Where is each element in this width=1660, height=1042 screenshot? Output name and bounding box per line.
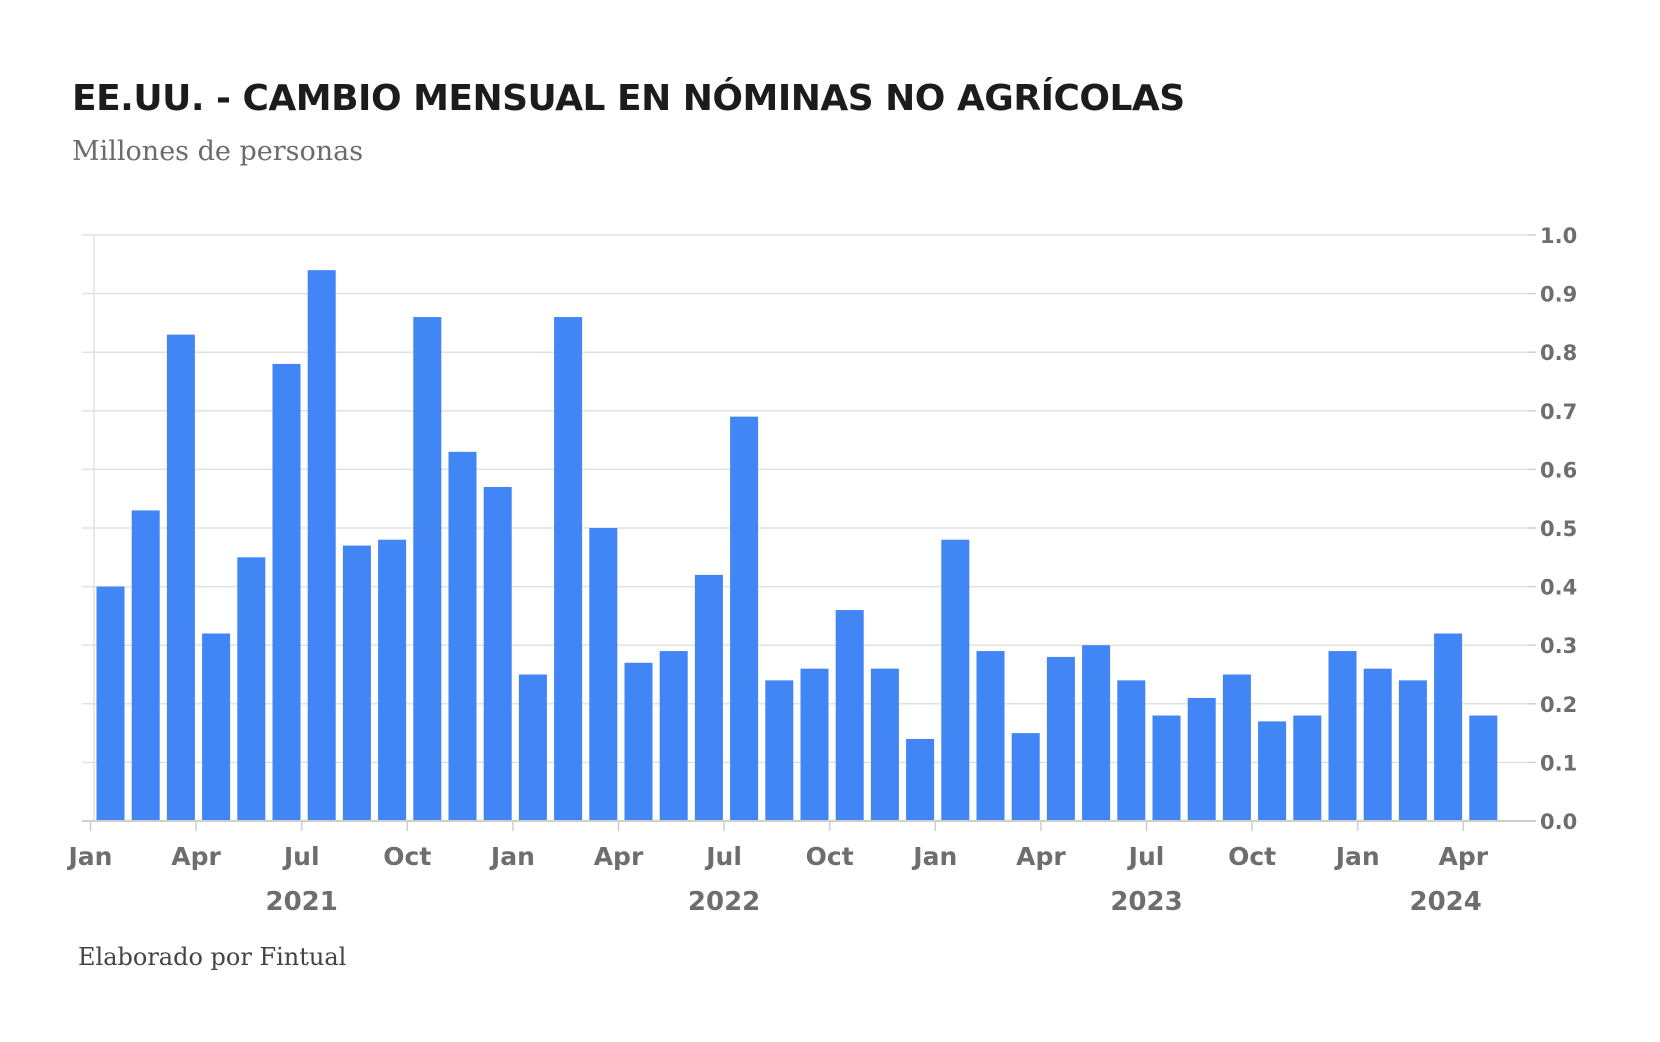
y-tick-label: 0.3: [1540, 634, 1577, 658]
x-tick-label: Apr: [594, 842, 644, 871]
bar-2021-11: [448, 451, 477, 821]
chart-title: EE.UU. - CAMBIO MENSUAL EN NÓMINAS NO AG…: [72, 78, 1185, 119]
bar-2023-05: [1082, 645, 1111, 821]
year-label: 2022: [688, 887, 760, 917]
bar-2021-02: [131, 510, 160, 821]
y-tick-label: 1.0: [1540, 224, 1577, 248]
x-tick-label: Jan: [911, 842, 957, 871]
x-tick-label: Jul: [282, 842, 320, 871]
y-tick-label: 0.9: [1540, 283, 1577, 307]
bar-2022-12: [906, 738, 935, 821]
bar-2021-12: [483, 486, 512, 821]
bar-2022-08: [765, 680, 794, 821]
bar-2021-07: [307, 270, 336, 821]
bar-2023-07: [1152, 715, 1181, 821]
x-tick-label: Jul: [704, 842, 742, 871]
bar-2022-04: [624, 662, 653, 821]
bar-2021-08: [342, 545, 371, 821]
bar-2021-03: [166, 334, 195, 821]
bar-2023-12: [1328, 651, 1357, 821]
bar-2022-01: [518, 674, 547, 821]
bar-2024-03: [1434, 633, 1463, 821]
bar-2023-08: [1187, 697, 1216, 821]
bar-2023-04: [1046, 656, 1075, 821]
bar-2023-06: [1117, 680, 1146, 821]
bar-2024-02: [1398, 680, 1427, 821]
bar-2023-11: [1293, 715, 1322, 821]
x-tick-label: Jan: [1334, 842, 1380, 871]
x-tick-label: Jan: [489, 842, 535, 871]
bar-2022-10: [835, 610, 864, 821]
y-tick-label: 0.8: [1540, 341, 1577, 365]
x-tick-label: Oct: [1228, 842, 1276, 871]
bar-2021-09: [378, 539, 407, 821]
bar-2022-05: [659, 651, 688, 821]
year-label: 2021: [266, 887, 338, 917]
bar-2022-11: [870, 668, 899, 821]
bar-2023-03: [1011, 733, 1040, 821]
x-tick-label: Apr: [1439, 842, 1489, 871]
year-labels: 2021 2022 2023 2024: [266, 887, 1482, 917]
bar-2023-01: [941, 539, 970, 821]
bar-2022-02: [554, 317, 583, 821]
y-axis-ticks: 0.0 0.1 0.2 0.3 0.4 0.5 0.6 0.7 0.8 0.9 1.0: [1528, 224, 1577, 834]
bar-2021-04: [202, 633, 231, 821]
y-tick-label: 0.5: [1540, 517, 1577, 541]
chart-subtitle: Millones de personas: [72, 136, 364, 167]
bar-2021-05: [237, 557, 266, 821]
bar-2022-06: [694, 574, 723, 821]
x-axis-ticks: Jan Apr Jul Oct Jan Apr Jul Oct Jan Apr Jul Oct Jan A…: [67, 821, 1489, 871]
y-tick-label: 0.1: [1540, 751, 1577, 775]
source-credit: Elaborado por Fintual: [78, 943, 347, 971]
x-tick-label: Apr: [171, 842, 221, 871]
bar-2021-10: [413, 317, 442, 821]
y-tick-label: 0.2: [1540, 693, 1577, 717]
y-tick-label: 0.4: [1540, 576, 1577, 600]
bar-2024-01: [1363, 668, 1392, 821]
y-tick-label: 0.7: [1540, 400, 1577, 424]
year-label: 2023: [1110, 887, 1182, 917]
bar-2022-03: [589, 528, 618, 821]
year-label: 2024: [1410, 887, 1482, 917]
x-tick-label: Jul: [1127, 842, 1165, 871]
y-tick-label: 0.0: [1540, 810, 1577, 834]
bar-2023-09: [1222, 674, 1251, 821]
x-tick-label: Oct: [383, 842, 431, 871]
bar-2021-01: [96, 586, 125, 821]
x-tick-label: Oct: [806, 842, 854, 871]
bar-2022-07: [730, 416, 759, 821]
bar-2024-04: [1469, 715, 1498, 821]
bar-2021-06: [272, 363, 301, 821]
bar-2023-02: [976, 651, 1005, 821]
x-tick-label: Apr: [1016, 842, 1066, 871]
x-tick-label: Jan: [67, 842, 113, 871]
y-tick-label: 0.6: [1540, 458, 1577, 482]
bars: [96, 270, 1498, 821]
bar-2023-10: [1258, 721, 1287, 821]
bar-2022-09: [800, 668, 829, 821]
